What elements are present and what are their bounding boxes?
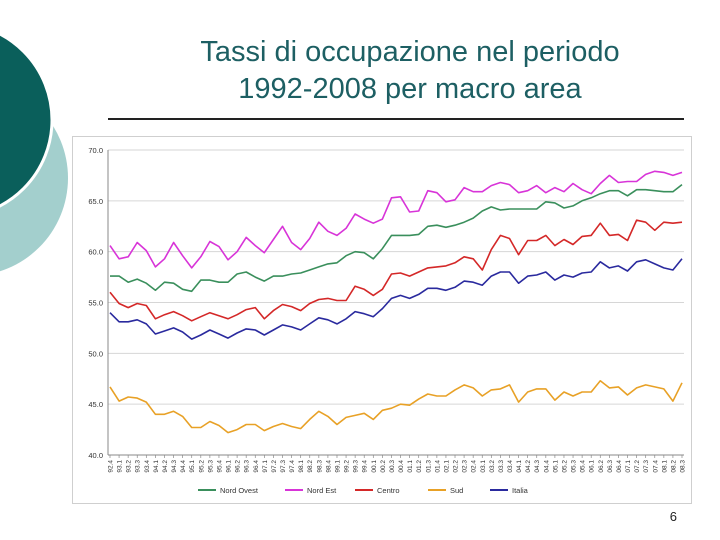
legend-label-sud: Sud [450, 486, 463, 495]
x-tick-label: 05.2 [561, 460, 568, 473]
x-tick-label: 93.1 [117, 460, 124, 473]
slide-title-line-2: 1992-2008 per macro area [238, 73, 582, 105]
x-tick-label: 04.1 [516, 460, 523, 473]
x-tick-label: 08.3 [680, 460, 687, 473]
slide-title: Tassi di occupazione nel periodo 1992-20… [110, 34, 710, 108]
legend-label-italia: Italia [512, 486, 529, 495]
x-tick-label: 98.4 [325, 460, 332, 473]
chart-series-lines [109, 170, 683, 434]
x-tick-label: 97.4 [289, 460, 296, 473]
x-tick-label: 95.4 [216, 460, 223, 473]
x-tick-label: 05.1 [552, 460, 559, 473]
employment-line-chart: 40.045.050.055.060.065.070.0 92.4 93.1 93.… [72, 136, 692, 504]
x-tick-label: 03.4 [507, 460, 514, 473]
y-tick-label: 45.0 [88, 400, 103, 409]
x-tick-label: 02.3 [462, 460, 469, 473]
x-tick-label: 94.3 [171, 460, 178, 473]
slide-title-line-1: Tassi di occupazione nel periodo [200, 36, 620, 68]
x-tick-label: 99.4 [362, 460, 369, 473]
x-tick-label: 98.1 [298, 460, 305, 473]
x-tick-label: 96.2 [235, 460, 242, 473]
x-tick-label: 00.4 [398, 460, 405, 473]
legend-label-nord-ovest: Nord Ovest [220, 486, 259, 495]
x-tick-label: 97.3 [280, 460, 287, 473]
title-divider [108, 118, 684, 120]
x-tick-label: 97.2 [271, 460, 278, 473]
x-tick-label: 06.2 [598, 460, 605, 473]
x-tick-label: 98.2 [307, 460, 314, 473]
x-tick-label: 02.1 [443, 460, 450, 473]
series-line-centro [109, 219, 683, 322]
series-line-nord-est [109, 170, 683, 269]
x-tick-label: 01.1 [407, 460, 414, 473]
x-tick-label: 01.4 [434, 460, 441, 473]
x-tick-label: 06.3 [607, 460, 614, 473]
x-tick-label: 99.3 [353, 460, 360, 473]
y-tick-label: 60.0 [88, 248, 103, 257]
x-tick-label: 04.3 [534, 460, 541, 473]
x-tick-label: 07.4 [652, 460, 659, 473]
slide-decoration [0, 32, 68, 272]
y-tick-label: 70.0 [88, 146, 103, 155]
x-tick-label: 96.4 [253, 460, 260, 473]
x-tick-label: 01.2 [416, 460, 423, 473]
x-tick-label: 00.3 [389, 460, 396, 473]
x-tick-label: 94.4 [180, 460, 187, 473]
legend-label-centro: Centro [377, 486, 400, 495]
x-axis: 92.4 93.1 93.2 93.3 93.4 94.1 94.2 94.3 94.4 95.1… [108, 454, 687, 473]
x-tick-label: 93.4 [144, 460, 151, 473]
x-tick-label: 99.2 [344, 460, 351, 473]
deco-circle-ring [0, 32, 54, 208]
series-line-sud [109, 380, 683, 434]
x-tick-label: 04.2 [525, 460, 532, 473]
x-tick-label: 92.4 [108, 460, 115, 473]
x-tick-label: 07.2 [634, 460, 641, 473]
slide-number: 6 [669, 509, 677, 524]
x-tick-label: 94.2 [162, 460, 169, 473]
x-tick-label: 06.1 [589, 460, 596, 473]
x-tick-label: 94.1 [153, 460, 160, 473]
x-tick-label: 99.1 [334, 460, 341, 473]
x-tick-label: 07.3 [643, 460, 650, 473]
x-tick-label: 03.3 [498, 460, 505, 473]
x-tick-label: 05.4 [580, 460, 587, 473]
x-tick-label: 02.2 [453, 460, 460, 473]
x-tick-label: 95.2 [198, 460, 205, 473]
x-tick-label: 00.2 [380, 460, 387, 473]
x-tick-label: 95.3 [207, 460, 214, 473]
x-tick-label: 00.1 [371, 460, 378, 473]
x-tick-label: 03.1 [480, 460, 487, 473]
x-tick-label: 01.3 [425, 460, 432, 473]
x-tick-label: 07.1 [625, 460, 632, 473]
x-tick-label: 08.2 [670, 460, 677, 473]
series-line-italia [109, 258, 683, 340]
y-tick-label: 65.0 [88, 197, 103, 206]
legend-label-nord-est: Nord Est [307, 486, 337, 495]
x-tick-label: 93.3 [135, 460, 142, 473]
x-tick-label: 95.1 [189, 460, 196, 473]
series-line-nord-ovest [110, 183, 683, 293]
x-tick-label: 93.2 [126, 460, 133, 473]
x-tick-label: 96.3 [244, 460, 251, 473]
chart-frame [72, 136, 692, 504]
deco-circle-dark [0, 34, 52, 206]
x-tick-label: 04.4 [543, 460, 550, 473]
x-tick-label: 08.1 [661, 460, 668, 473]
x-tick-label: 96.1 [226, 460, 233, 473]
x-tick-label: 97.1 [262, 460, 269, 473]
y-tick-label: 50.0 [88, 349, 103, 358]
y-tick-label: 40.0 [88, 451, 103, 460]
y-tick-label: 55.0 [88, 299, 103, 308]
x-tick-label: 06.4 [616, 460, 623, 473]
x-tick-label: 05.3 [571, 460, 578, 473]
x-tick-label: 98.3 [316, 460, 323, 473]
chart-legend: Nord Ovest Nord Est Centro Sud Italia [198, 486, 529, 495]
x-tick-label: 02.4 [471, 460, 478, 473]
x-tick-label: 03.2 [489, 460, 496, 473]
y-axis: 40.0 45.0 50.0 55.0 60.0 65.0 70.0 [88, 146, 109, 460]
